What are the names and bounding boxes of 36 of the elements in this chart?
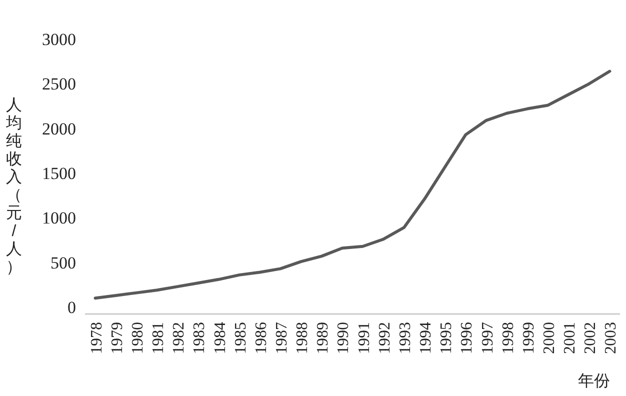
x-tick-label: 1983 [191,322,208,354]
x-tick-label: 2003 [602,322,620,354]
y-tick-label: 500 [50,253,76,272]
x-tick-label: 1986 [252,322,270,354]
x-tick-label: 1996 [458,322,476,354]
x-tick-label: 1985 [232,322,250,354]
x-tick-label: 1991 [356,322,373,354]
x-tick-label: 2001 [562,322,579,354]
x-tick-label: 1993 [396,322,414,354]
x-tick-label: 1990 [335,322,352,354]
x-tick-label: 1979 [108,322,126,354]
x-tick-label: 1982 [170,322,188,354]
x-tick-label: 1988 [294,322,312,354]
x-tick-label: 1997 [479,322,496,354]
x-tick-label: 1994 [418,322,435,354]
x-tick-label: 1984 [212,322,229,354]
x-tick-label: 1999 [520,322,538,354]
x-tick-label: 1978 [88,322,106,354]
x-tick-label: 1992 [376,322,394,354]
y-tick-label: 2500 [42,74,76,94]
x-tick-label: 1995 [438,322,456,354]
x-tick-label: 2000 [540,322,558,354]
x-tick-label: 1987 [273,322,290,354]
y-tick-label: 0 [68,298,76,317]
y-tick-label: 2000 [42,119,76,138]
text: 人均纯收入（元/人） [6,97,22,276]
x-tick-label: 1989 [314,322,332,354]
y-tick-label: 3000 [42,30,76,49]
x-tick-label: 2002 [582,322,600,354]
y-tick-label: 1500 [42,164,76,183]
x-tick-label: 1980 [129,322,146,354]
line-series [94,70,612,300]
y-tick-label: 1000 [42,208,76,228]
x-tick-label: 1981 [150,322,168,354]
x-tick-label: 1998 [500,322,517,354]
x-axis-title: 年份 [578,373,610,390]
